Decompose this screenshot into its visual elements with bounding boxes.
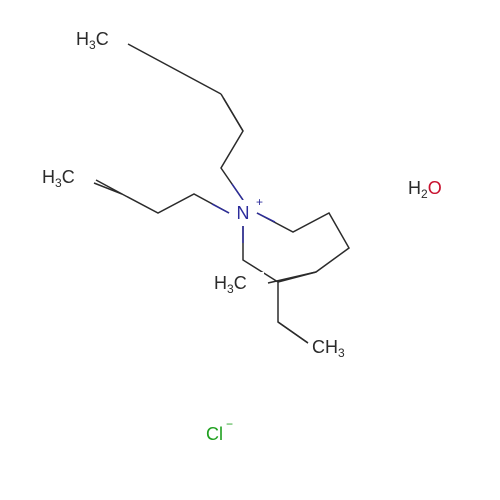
chloride-label: Cl (206, 424, 223, 444)
nitrogen-charge: + (256, 195, 263, 209)
nitrogen-label: N (237, 203, 250, 223)
chloride-charge: − (226, 417, 233, 431)
molecule-diagram: N + H3C H3C H3C CH3 H2O Cl − (0, 0, 500, 500)
